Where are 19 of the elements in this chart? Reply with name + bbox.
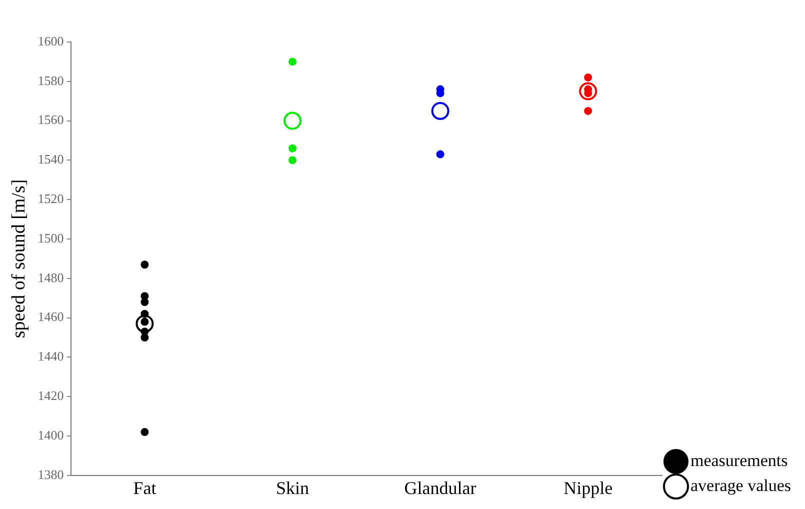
- y-tick-label: 1420: [38, 388, 64, 404]
- legend-label: average values: [690, 476, 792, 495]
- y-tick-label: 1560: [38, 112, 64, 128]
- y-tick-label: 1500: [38, 230, 64, 246]
- y-tick-label: 1400: [38, 427, 64, 442]
- y-tick-label: 1600: [38, 33, 64, 48]
- y-tick-label: 1460: [38, 309, 64, 324]
- legend-label: measurements: [690, 450, 788, 470]
- y-tick-label: 1520: [38, 191, 64, 206]
- x-tick-label: Nipple: [564, 478, 613, 498]
- y-tick-label: 1480: [38, 270, 64, 285]
- x-tick-label: Glandular: [404, 478, 476, 498]
- y-tick-label: 1580: [38, 72, 64, 88]
- x-tick-label: Skin: [276, 478, 309, 498]
- x-tick-label: Fat: [133, 478, 156, 498]
- y-tick-label: 1440: [38, 348, 64, 364]
- y-tick-label: 1540: [38, 152, 64, 167]
- y-tick-label: 1380: [38, 466, 64, 482]
- y-axis-title: speed of sound [m/s]: [8, 179, 30, 338]
